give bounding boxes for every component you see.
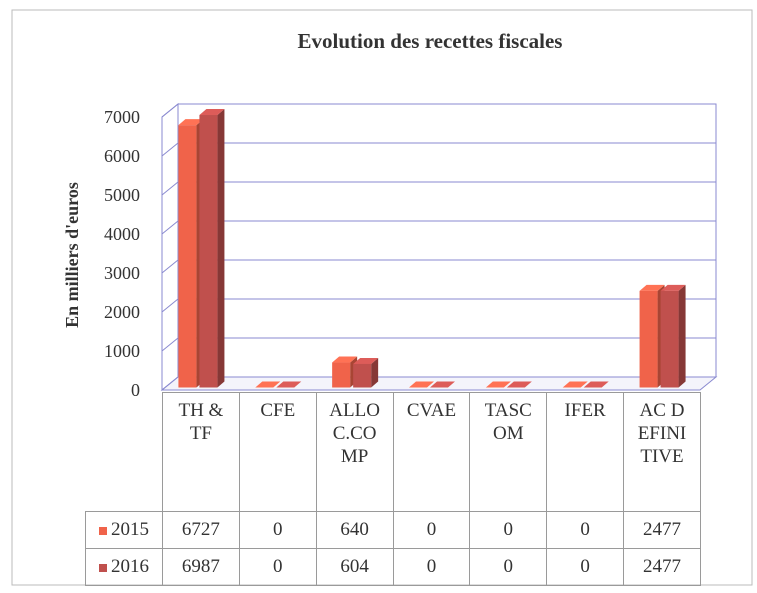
y-tick-label: 0 <box>131 380 140 400</box>
bar <box>276 381 302 388</box>
legend-cell: 2015 <box>85 511 163 549</box>
table-value: 0 <box>238 548 317 586</box>
y-tick-label: 6000 <box>104 146 140 166</box>
grid-line <box>161 337 716 352</box>
table-value: 2477 <box>623 548 701 586</box>
bar-front <box>178 125 197 388</box>
table-header: TH & TF CFE ALLOC.COMP CVAE TASCOM IFER AC DEF… <box>86 392 701 512</box>
bar-top <box>409 381 434 388</box>
bar <box>562 381 588 388</box>
bar-top <box>660 284 686 291</box>
legend-label: 2016 <box>111 556 149 577</box>
table-value: 0 <box>469 511 548 549</box>
legend-key <box>99 526 107 535</box>
bar-front <box>353 363 372 388</box>
category-label: IFER <box>546 392 625 512</box>
bar-front <box>332 362 351 388</box>
bar <box>409 381 434 388</box>
y-tick-label: 2000 <box>104 302 140 322</box>
bar-top <box>562 381 588 388</box>
bar-top <box>353 357 379 364</box>
y-tick-label: 4000 <box>104 224 140 244</box>
bar <box>255 381 281 388</box>
bar-front <box>660 290 679 388</box>
table-value: 0 <box>546 548 625 586</box>
bar-top <box>332 356 358 363</box>
legend-key <box>99 563 107 572</box>
table-value: 2477 <box>623 511 701 549</box>
table-value: 604 <box>315 548 394 586</box>
grid-line <box>161 181 716 196</box>
grid-line <box>161 376 716 391</box>
bar-side <box>678 284 686 388</box>
category-label: AC DEFINITIVE <box>623 392 701 512</box>
category-label: TH & TF <box>162 392 240 512</box>
table-row: 2015 6727 0 640 0 0 0 2477 <box>85 511 701 549</box>
bar <box>583 381 609 388</box>
table-value: 0 <box>469 548 548 586</box>
category-label: CVAE <box>392 392 471 512</box>
bar <box>430 381 455 388</box>
bar-top <box>485 381 511 388</box>
table-value: 0 <box>238 511 317 549</box>
grid-line <box>161 259 716 274</box>
bar-top <box>276 381 302 388</box>
bar-top <box>639 284 665 291</box>
category-label: TASCOM <box>469 392 548 512</box>
back-wall <box>177 103 717 378</box>
side-wall <box>161 102 179 392</box>
bar <box>199 109 225 388</box>
bar <box>353 357 379 388</box>
bar <box>660 284 686 388</box>
table-value: 0 <box>392 511 471 549</box>
legend-cell: 2016 <box>85 548 163 586</box>
table-corner <box>86 393 163 512</box>
bar-top <box>255 381 281 388</box>
y-axis-title: En milliers d'euros <box>62 182 82 328</box>
legend-label: 2015 <box>111 519 149 540</box>
bar-top <box>199 109 225 116</box>
bar <box>485 381 511 388</box>
y-tick-label: 5000 <box>104 185 140 205</box>
bar-front <box>639 290 658 388</box>
y-tick-label: 1000 <box>104 341 140 361</box>
bar-top <box>430 381 455 388</box>
table-value: 640 <box>315 511 394 549</box>
grid-line <box>161 142 716 157</box>
bar-top <box>583 381 609 388</box>
bar-top <box>506 381 532 388</box>
y-tick-label: 3000 <box>104 263 140 283</box>
y-tick-label: 7000 <box>104 107 140 127</box>
table-value: 0 <box>392 548 471 586</box>
bar-side <box>371 357 379 388</box>
table-value: 6727 <box>162 511 240 549</box>
chart-title: Evolution des recettes fiscales <box>298 29 563 53</box>
bar-top <box>178 119 204 126</box>
category-label: CFE <box>238 392 317 512</box>
table-value: 0 <box>546 511 625 549</box>
bar-front <box>199 115 218 388</box>
table-row: 2016 6987 0 604 0 0 0 2477 <box>85 548 701 586</box>
bar <box>506 381 532 388</box>
category-label: ALLOC.COMP <box>315 392 394 512</box>
bar-side <box>217 109 225 388</box>
grid-line <box>161 220 716 235</box>
table-value: 6987 <box>162 548 240 586</box>
data-table: TH & TF CFE ALLOC.COMP CVAE TASCOM IFER AC DEF… <box>85 392 701 586</box>
grid-line <box>161 103 716 118</box>
grid-line <box>161 298 716 313</box>
